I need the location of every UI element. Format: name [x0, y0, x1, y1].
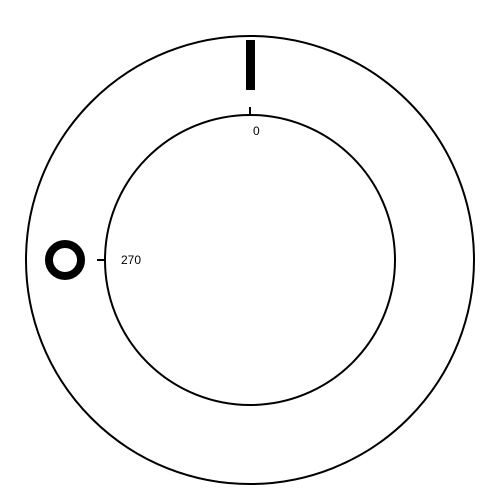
tick-0 [249, 107, 251, 115]
off-indicator-icon [45, 240, 85, 280]
on-indicator-icon [246, 40, 255, 90]
inner-ring [104, 114, 396, 406]
angle-label-270: 270 [121, 254, 141, 266]
tick-270 [97, 259, 105, 261]
dial-diagram: 0 270 [0, 0, 500, 500]
angle-label-0: 0 [253, 125, 260, 137]
